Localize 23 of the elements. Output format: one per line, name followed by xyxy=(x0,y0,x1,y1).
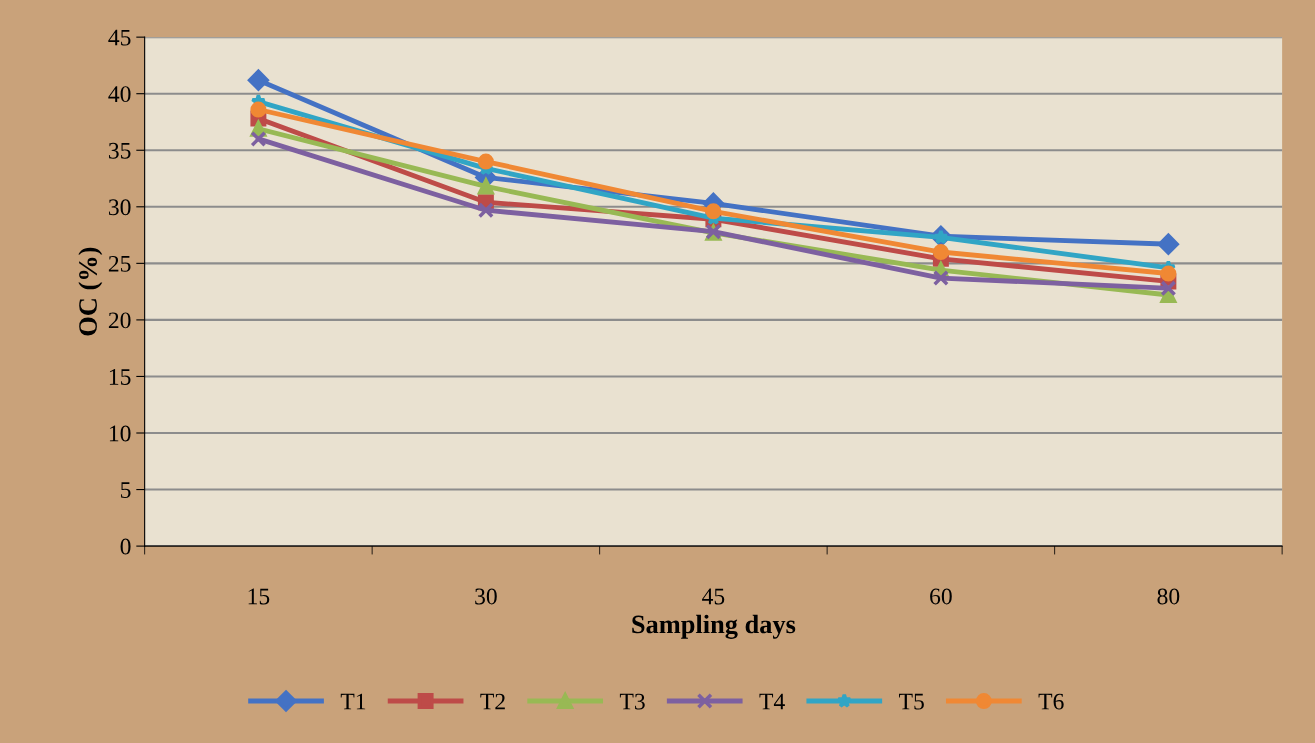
legend-label: T4 xyxy=(759,693,785,710)
x-tick-label: 80 xyxy=(1157,588,1180,605)
y-tick-label: 15 xyxy=(109,369,131,385)
y-axis-title: OC (%) xyxy=(78,247,103,336)
y-tick-label: 5 xyxy=(121,482,131,498)
y-tick-label: 25 xyxy=(108,255,131,272)
x-tick-label: 60 xyxy=(930,588,952,605)
y-tick-label: 45 xyxy=(108,29,131,46)
y-tick-label: 10 xyxy=(109,425,131,442)
x-tick-label: 15 xyxy=(248,588,270,605)
legend-label: T3 xyxy=(619,693,645,710)
x-axis-title: Sampling days xyxy=(632,614,796,639)
y-tick-label: 20 xyxy=(108,312,131,329)
legend-label: T2 xyxy=(480,693,505,710)
y-tick-label: 40 xyxy=(108,86,131,103)
legend-label: T5 xyxy=(899,693,924,710)
x-tick-label: 45 xyxy=(702,588,725,605)
legend-label: T1 xyxy=(340,693,366,710)
y-tick-label: 35 xyxy=(108,142,131,159)
y-tick-label: 30 xyxy=(108,199,131,216)
y-tick-label: 0 xyxy=(120,538,131,555)
x-tick-label: 30 xyxy=(475,588,497,605)
legend-label: T6 xyxy=(1038,693,1064,710)
